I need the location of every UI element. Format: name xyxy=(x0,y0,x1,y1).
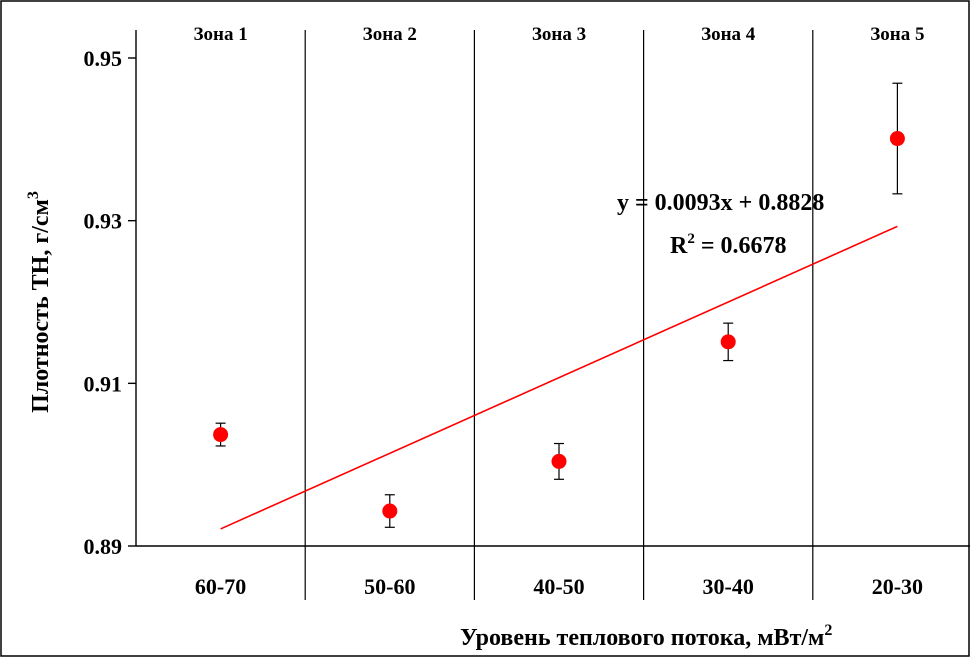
x-ticks: 60-70 50-60 40-50 30-40 20-30 xyxy=(195,574,923,599)
data-point xyxy=(889,131,905,147)
data-points xyxy=(213,82,905,528)
zone-label: Зона 2 xyxy=(363,24,417,45)
zone-dividers xyxy=(304,30,814,600)
zone-label: Зона 1 xyxy=(193,24,247,45)
y-axis-title-exponent: 3 xyxy=(25,191,42,199)
axes xyxy=(135,30,970,547)
x-tick-label: 20-30 xyxy=(872,574,923,599)
x-tick-label: 40-50 xyxy=(533,574,584,599)
data-point xyxy=(720,334,736,350)
trendline xyxy=(220,225,898,530)
data-point xyxy=(213,427,229,443)
zone-label: Зона 4 xyxy=(701,24,756,45)
y-tick-label: 0.93 xyxy=(84,209,123,234)
r-squared-value: = 0.6678 xyxy=(695,233,787,259)
r-squared-letter: R xyxy=(670,233,688,259)
data-point xyxy=(551,453,567,469)
zone-label: Зона 5 xyxy=(870,24,924,45)
zone-label: Зона 3 xyxy=(532,24,586,45)
y-tick-label: 0.89 xyxy=(84,534,123,559)
data-point xyxy=(382,503,398,519)
y-axis-title: Плотность ТН, г/см3 xyxy=(25,191,54,413)
x-tick-label: 50-60 xyxy=(364,574,415,599)
x-axis-title-text: Уровень теплового потока, мВт/м xyxy=(460,625,824,651)
y-tick-label: 0.91 xyxy=(84,371,123,396)
x-axis-title-exponent: 2 xyxy=(824,622,832,639)
x-axis-title: Уровень теплового потока, мВт/м2 xyxy=(460,622,832,651)
r-squared-label: R2 = 0.6678 xyxy=(670,231,787,259)
y-ticks: 0.89 0.91 0.93 0.95 xyxy=(84,46,136,559)
r-squared-exponent: 2 xyxy=(687,231,695,247)
x-tick-label: 30-40 xyxy=(703,574,754,599)
trend-equation: y = 0.0093x + 0.8828 xyxy=(617,190,824,216)
y-tick-label: 0.95 xyxy=(84,46,123,71)
y-axis-title-text: Плотность ТН, г/см xyxy=(28,199,54,413)
x-tick-label: 60-70 xyxy=(195,574,246,599)
zone-labels: Зона 1 Зона 2 Зона 3 Зона 4 Зона 5 xyxy=(193,24,924,45)
